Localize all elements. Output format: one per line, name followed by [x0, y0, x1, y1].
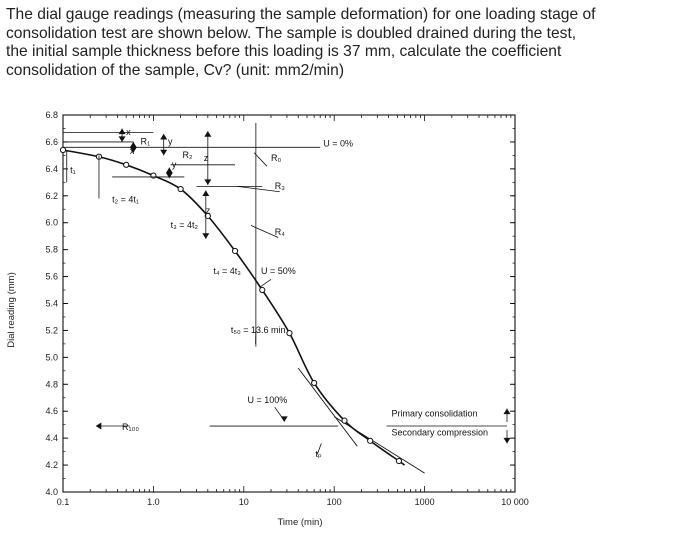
tp-leader: [316, 443, 322, 455]
secondary-arrow-head: [503, 437, 511, 444]
y-tick-label: 6.4: [45, 164, 58, 174]
question-line: The dial gauge readings (measuring the s…: [6, 6, 596, 23]
y-dim-arrow-head: [160, 133, 168, 140]
x-tick-label: 1000: [415, 497, 435, 507]
data-point: [59, 146, 67, 154]
x-tick-label: 100: [327, 497, 342, 507]
annotation-tp: tₚ: [315, 449, 322, 459]
data-point: [123, 161, 130, 168]
annotation-secondary: Secondary compression: [391, 427, 488, 437]
y-tick-label: 4.0: [45, 487, 58, 497]
y-tick-label: 5.4: [45, 299, 58, 309]
annotation-t4: t₄ = 4t₃: [213, 266, 241, 276]
annotation-r100: R₁₀₀: [122, 422, 139, 432]
data-point: [395, 457, 403, 465]
y-tick-label: 4.4: [45, 433, 58, 443]
y-tick-label: 6.2: [45, 191, 58, 201]
secondary-tangent: [333, 416, 425, 474]
question-text: The dial gauge readings (measuring the s…: [6, 6, 691, 80]
y-tick-label: 5.8: [45, 245, 58, 255]
data-point: [311, 379, 318, 387]
y-dim-arrow-head: [165, 172, 173, 179]
data-point: [367, 437, 374, 444]
u50-leader: [259, 278, 272, 288]
annotation-primary: Primary consolidation: [391, 409, 477, 419]
question-line: the initial sample thickness before this…: [6, 43, 562, 61]
y-tick-label: 4.6: [45, 406, 58, 416]
annotation-t50: t₅₀ = 13.6 min: [231, 325, 286, 335]
x-tick-label: 0.1: [57, 497, 70, 507]
x-dim-arrow-head: [129, 147, 137, 153]
data-points: [59, 146, 403, 465]
annotation-u100: U = 100%: [248, 395, 288, 405]
data-point: [150, 172, 157, 179]
x-tick-label: 10 000: [501, 497, 529, 507]
x-tick-label: 10: [239, 497, 249, 507]
data-point: [286, 330, 293, 337]
y-dim-arrow-head: [160, 149, 168, 156]
u100-arrow-head: [280, 416, 288, 422]
z-dim-arrow-head: [204, 179, 212, 186]
r4-leader: [250, 225, 279, 238]
y-tick-label: 5.6: [45, 272, 58, 282]
annotation-t3: t₃ = 4t₂: [171, 220, 199, 230]
x-tick-label: 1.0: [147, 497, 160, 507]
z-dim-arrow-head: [204, 131, 212, 137]
annotation-z: z: [204, 153, 209, 163]
y-tick-label: 6.8: [45, 110, 58, 120]
r3-leader: [237, 185, 280, 193]
y-tick-label: 4.2: [45, 460, 58, 470]
x-dim-arrow-head: [129, 141, 137, 148]
y-tick-label: 6.6: [45, 137, 58, 147]
question-line: consolidation of the sample, Cv? (unit: …: [6, 61, 345, 79]
annotation-y: y: [168, 137, 173, 147]
y-tick-label: 4.8: [45, 379, 58, 389]
x-axis-title: Time (min): [277, 517, 322, 528]
z-dim-arrow-head: [202, 233, 210, 239]
annotation-z: z: [206, 205, 211, 215]
annotation-u0: U = 0%: [323, 138, 353, 148]
data-point: [341, 417, 348, 424]
data-point: [177, 185, 184, 193]
annotation-r1: R₁: [141, 137, 151, 147]
question-line: consolidation test are shown below. The …: [6, 24, 577, 42]
data-point: [259, 286, 266, 294]
y-tick-label: 5.2: [45, 325, 58, 335]
annotation-t2: t₂ = 4t₁: [112, 195, 139, 205]
annotation-u50: U = 50%: [261, 266, 296, 276]
y-dim-arrow-head: [165, 167, 173, 174]
reference-lines: [63, 123, 425, 474]
y-tick-label: 6.0: [45, 218, 58, 228]
data-point: [231, 247, 239, 255]
x-dim-arrow-head: [118, 136, 126, 142]
annotation-r0: R₀: [271, 153, 281, 163]
z-dim-arrow-head: [202, 190, 210, 196]
axis-ticks: 6.8 6.6 6.4 6.2 6.0 5.8 5.6 5.4 5.2 5.0 4.8 4.6 4.4 4…: [45, 110, 528, 507]
primary-tangent: [297, 367, 358, 447]
r100-arrow-head: [95, 422, 102, 430]
y-axis-title: Dial reading (mm): [6, 272, 17, 348]
annotation-r4: R₄: [275, 227, 285, 237]
r0-leader: [253, 152, 268, 167]
data-point: [204, 212, 211, 220]
annotation-t1: t₁: [70, 165, 76, 175]
x-dim-arrow-head: [118, 128, 126, 135]
annotation-r2: R₂: [183, 150, 193, 160]
y-tick-label: 5.0: [45, 352, 58, 362]
primary-arrow-head: [503, 408, 511, 415]
annotation-r3: R₃: [275, 181, 285, 191]
